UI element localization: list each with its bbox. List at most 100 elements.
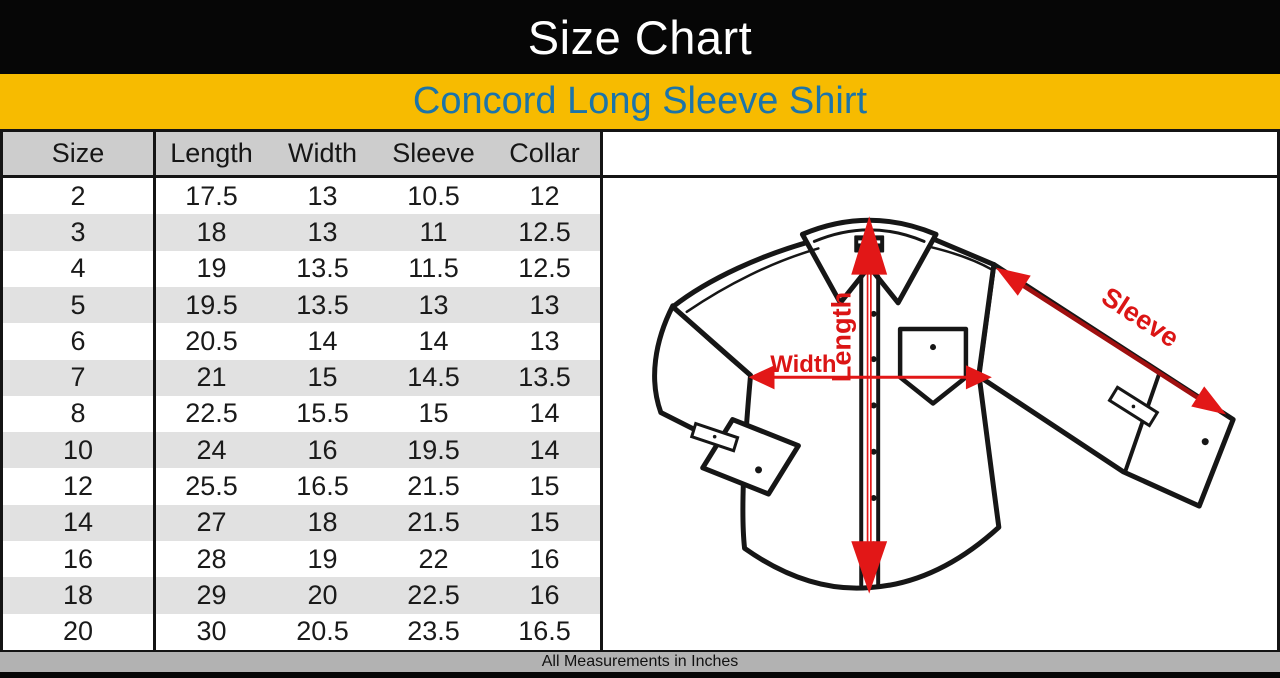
measurement-cell: 13.5 (296, 289, 349, 320)
size-cell: 6 (3, 323, 156, 360)
column-header-width: Width (287, 138, 358, 168)
table-row: 14 27 18 21.5 15 (3, 504, 600, 542)
table-header-row: Size Length Width Sleeve Collar (3, 132, 600, 178)
measurement-cell: 16.5 (518, 616, 571, 647)
measurement-cell: 22 (418, 543, 449, 574)
measurement-cell: 13.5 (296, 253, 349, 284)
size-cell: 18 (3, 577, 156, 614)
size-cell: 2 (3, 178, 156, 215)
measurement-cell: 13 (418, 289, 449, 320)
measurement-cell: 19 (196, 253, 227, 284)
table-row: 16 28 19 22 16 (3, 541, 600, 578)
measurement-cell: 14 (529, 434, 560, 465)
size-cell: 14 (3, 504, 156, 542)
footer-bar: All Measurements in Inches (0, 652, 1280, 672)
measurement-cell: 20.5 (296, 616, 349, 647)
measurement-cell: 13 (307, 216, 338, 247)
size-cell: 7 (3, 359, 156, 396)
measurement-cell: 13 (529, 289, 560, 320)
size-cell: 10 (3, 432, 156, 469)
footer-divider (0, 650, 1280, 652)
measurement-cell: 12 (529, 180, 560, 211)
title-bar: Size Chart (0, 0, 1280, 74)
measurement-cell: 15.5 (296, 398, 349, 429)
column-header-size: Size (3, 132, 156, 175)
measurement-cell: 15 (418, 398, 449, 429)
size-cell: 12 (3, 468, 156, 505)
table-row: 6 20.5 14 14 13 (3, 323, 600, 360)
measurement-cell: 15 (307, 362, 338, 393)
measurement-cell: 14.5 (407, 362, 460, 393)
measurement-cell: 27 (196, 507, 227, 538)
measurement-cell: 11.5 (408, 253, 459, 284)
measurement-cell: 20.5 (185, 325, 238, 356)
size-cell: 5 (3, 286, 156, 324)
measurement-cell: 13.5 (518, 362, 571, 393)
measurement-cell: 30 (196, 616, 227, 647)
measurement-cell: 10.5 (407, 180, 460, 211)
width-label: Width (770, 351, 836, 378)
measurement-cell: 11 (419, 216, 448, 247)
content-area: Size Length Width Sleeve Collar 2 17.5 13 1… (0, 132, 1280, 650)
measurement-cell: 13 (529, 325, 560, 356)
measurement-cell: 12.5 (518, 216, 571, 247)
measurement-cell: 19.5 (185, 289, 238, 320)
measurement-cell: 23.5 (407, 616, 460, 647)
measurement-cell: 21.5 (407, 507, 460, 538)
measurement-cell: 28 (196, 543, 227, 574)
size-cell: 20 (3, 613, 156, 650)
measurement-cell: 12.5 (518, 253, 571, 284)
size-cell: 16 (3, 541, 156, 578)
measurement-cell: 14 (418, 325, 449, 356)
measurement-cell: 14 (529, 398, 560, 429)
shirt-illustration: Length Width Sleeve (652, 216, 1236, 594)
product-banner: Concord Long Sleeve Shirt (0, 74, 1280, 132)
table-row: 3 18 13 11 12.5 (3, 214, 600, 251)
table-body: 2 17.5 13 10.5 12 3 18 13 11 12.5 4 19 13.5 11.5 12.5 5… (3, 178, 600, 650)
chest-pocket (897, 326, 969, 406)
table-row: 18 29 20 22.5 16 (3, 577, 600, 614)
page-title: Size Chart (527, 10, 753, 64)
table-row: 12 25.5 16.5 21.5 15 (3, 468, 600, 505)
diagram-panel: Length Width Sleeve (603, 132, 1277, 650)
measurement-cell: 24 (196, 434, 227, 465)
sleeve-arrow (995, 267, 1227, 415)
measurement-cell: 16 (529, 543, 560, 574)
measurement-cell: 14 (307, 325, 338, 356)
table-row: 8 22.5 15.5 15 14 (3, 395, 600, 433)
size-chart-table: Size Length Width Sleeve Collar 2 17.5 13 1… (3, 132, 603, 650)
measurement-cell: 29 (196, 580, 227, 611)
measurement-cell: 20 (307, 580, 338, 611)
footer-black-strip (0, 672, 1280, 678)
measurement-cell: 15 (529, 507, 560, 538)
diagram-panel-spacer (603, 132, 1277, 178)
measurement-cell: 16 (307, 434, 338, 465)
measurement-cell: 25.5 (185, 471, 238, 502)
length-label: Length (826, 292, 856, 383)
length-arrow (851, 216, 888, 594)
measurement-cell: 18 (307, 507, 338, 538)
column-header-collar: Collar (509, 138, 580, 168)
measurements-note: All Measurements in Inches (541, 653, 739, 670)
product-name: Concord Long Sleeve Shirt (412, 80, 868, 122)
table-row: 10 24 16 19.5 14 (3, 432, 600, 469)
left-shoulder-seam (685, 247, 820, 314)
measurement-cell: 19 (307, 543, 338, 574)
size-cell: 8 (3, 395, 156, 433)
size-cell: 3 (3, 214, 156, 251)
measurement-cell: 13 (307, 180, 338, 211)
measurement-cell: 19.5 (407, 434, 460, 465)
measurement-cell: 21.5 (407, 471, 460, 502)
table-row: 20 30 20.5 23.5 16.5 (3, 613, 600, 650)
table-row: 2 17.5 13 10.5 12 (3, 178, 600, 215)
shirt-body (670, 235, 1002, 591)
measurement-cell: 17.5 (185, 180, 238, 211)
measurement-cell: 22.5 (185, 398, 238, 429)
measurement-cell: 15 (529, 471, 560, 502)
measurement-cell: 21 (196, 362, 227, 393)
table-row: 4 19 13.5 11.5 12.5 (3, 250, 600, 287)
table-row: 5 19.5 13.5 13 13 (3, 286, 600, 324)
table-row: 7 21 15 14.5 13.5 (3, 359, 600, 396)
width-arrow (748, 365, 992, 390)
